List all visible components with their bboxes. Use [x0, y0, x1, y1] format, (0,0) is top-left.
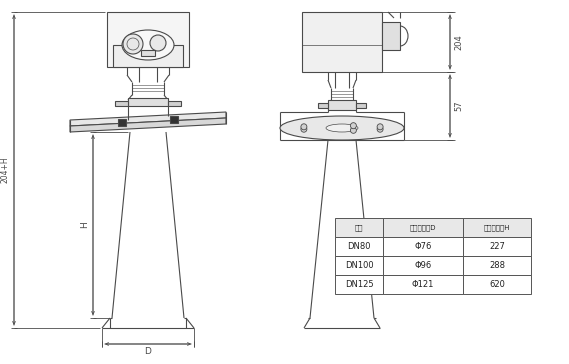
Bar: [383, 256, 463, 275]
Bar: [463, 256, 531, 275]
Text: DN125: DN125: [345, 280, 373, 289]
Text: H: H: [80, 222, 89, 228]
Bar: [463, 237, 531, 256]
Text: 57: 57: [454, 101, 463, 111]
Bar: [382, 22, 400, 50]
Text: 204+H: 204+H: [1, 157, 10, 183]
Circle shape: [377, 124, 383, 130]
Bar: [383, 275, 463, 294]
Ellipse shape: [122, 30, 174, 60]
Circle shape: [123, 34, 143, 54]
Circle shape: [301, 124, 307, 130]
Bar: [118, 119, 126, 126]
Bar: [318, 103, 328, 108]
Bar: [335, 275, 383, 294]
Text: Φ96: Φ96: [414, 261, 432, 270]
Text: 204: 204: [454, 34, 463, 50]
Bar: [302, 12, 382, 72]
Circle shape: [301, 126, 307, 132]
Text: 620: 620: [489, 280, 505, 289]
Bar: [107, 12, 189, 67]
Text: D: D: [145, 348, 151, 356]
Bar: [128, 98, 168, 106]
Circle shape: [351, 123, 356, 129]
Bar: [113, 45, 183, 67]
Ellipse shape: [326, 124, 358, 132]
Text: Φ76: Φ76: [414, 242, 432, 251]
Text: 法兰: 法兰: [354, 224, 363, 231]
Bar: [168, 101, 181, 106]
Bar: [356, 103, 366, 108]
Bar: [335, 218, 383, 237]
Bar: [115, 101, 128, 106]
Text: 测量口直径D: 测量口直径D: [410, 224, 436, 231]
Ellipse shape: [280, 116, 404, 140]
Text: DN100: DN100: [345, 261, 373, 270]
Polygon shape: [70, 118, 226, 132]
Bar: [170, 116, 178, 123]
Text: DN80: DN80: [347, 242, 371, 251]
Bar: [463, 275, 531, 294]
Bar: [335, 256, 383, 275]
Text: Φ121: Φ121: [412, 280, 434, 289]
Text: 288: 288: [489, 261, 505, 270]
Bar: [141, 50, 155, 56]
Bar: [463, 218, 531, 237]
Circle shape: [150, 35, 166, 51]
Text: 测量口高度H: 测量口高度H: [484, 224, 510, 231]
Circle shape: [377, 126, 383, 132]
Bar: [328, 100, 356, 110]
Bar: [383, 237, 463, 256]
Circle shape: [351, 127, 356, 133]
Polygon shape: [70, 112, 226, 126]
Bar: [383, 218, 463, 237]
Text: 227: 227: [489, 242, 505, 251]
Bar: [335, 237, 383, 256]
